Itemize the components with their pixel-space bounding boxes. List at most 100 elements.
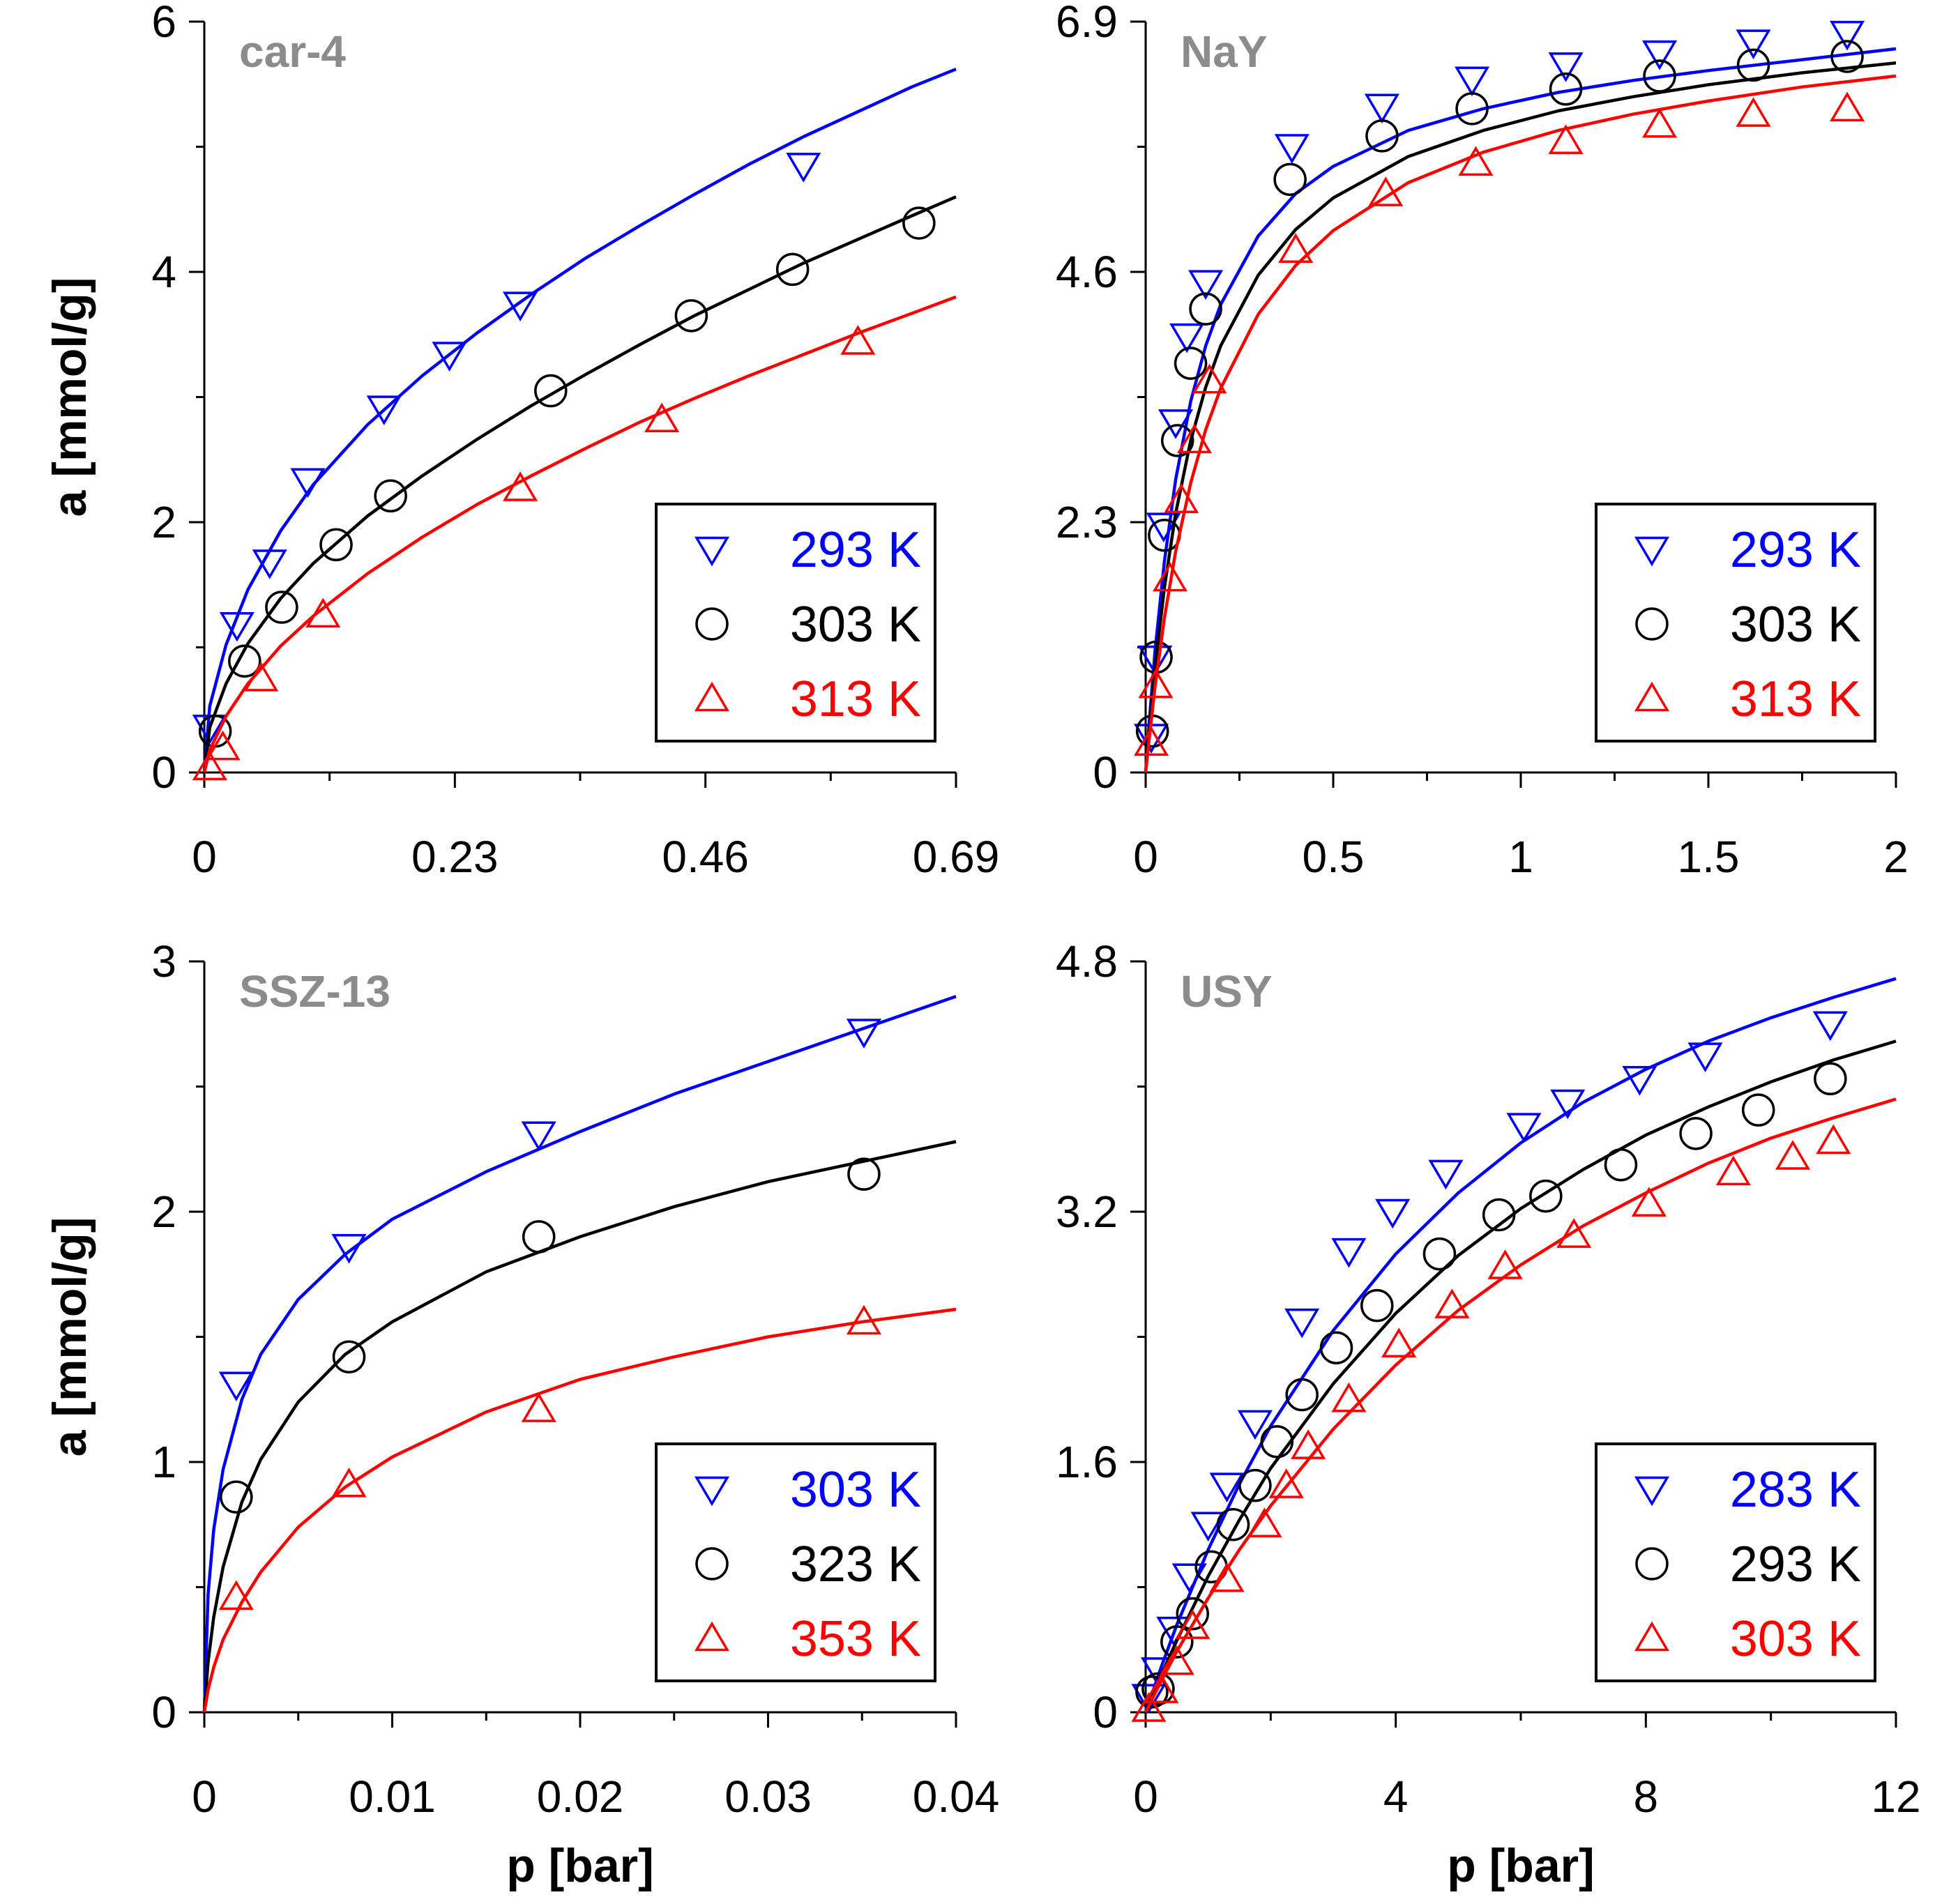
- data-point-triangle-up: [1175, 1609, 1211, 1639]
- data-point-triangle-down: [1209, 1472, 1245, 1503]
- y-tick-label: 6.9: [1056, 0, 1118, 47]
- data-point-circle: [1482, 1198, 1516, 1232]
- data-point-triangle-down: [1548, 52, 1584, 82]
- data-point-circle: [332, 1340, 366, 1373]
- data-point-triangle-down: [1284, 1308, 1320, 1339]
- panel-title: car-4: [239, 26, 346, 77]
- legend-label: 313 K: [790, 671, 921, 727]
- y-tick-label: 2: [151, 497, 176, 547]
- data-point-triangle-up: [1131, 1692, 1167, 1722]
- legend-label: 303 K: [790, 597, 921, 653]
- data-point-triangle-down: [1642, 40, 1678, 70]
- data-point-triangle-up: [1816, 1124, 1851, 1155]
- data-point-circle: [1176, 1597, 1209, 1631]
- data-point-circle: [1736, 48, 1770, 82]
- fit-curve: [202, 68, 957, 773]
- x-tick-label: 0.02: [537, 1772, 624, 1822]
- data-point-triangle-down: [694, 1476, 730, 1507]
- legend-label: 303 K: [1730, 597, 1861, 653]
- data-point-triangle-up: [331, 1467, 367, 1498]
- data-point-triangle-down: [1736, 29, 1771, 60]
- data-point-triangle-down: [432, 342, 467, 372]
- data-point-triangle-up: [1268, 1468, 1304, 1498]
- data-point-circle: [1360, 1288, 1394, 1323]
- fit-curve: [202, 195, 957, 773]
- data-point-triangle-up: [1556, 1218, 1592, 1248]
- panel-ssz-13: 0 1 2 3 0 0.01 0.02 0.03 0.04 a [mmol/g] p [bar] SS…: [43, 936, 999, 1892]
- data-point-triangle-down: [331, 1234, 367, 1264]
- data-point-circle: [1814, 1062, 1847, 1096]
- data-point-triangle-down: [219, 611, 255, 642]
- data-point-triangle-up: [1487, 1249, 1523, 1279]
- data-point-circle: [1141, 1672, 1175, 1706]
- data-point-triangle-up: [694, 681, 730, 712]
- legend-label: 353 K: [790, 1611, 921, 1667]
- data-point-circle: [522, 1220, 556, 1254]
- data-point-triangle-up: [1715, 1155, 1751, 1186]
- x-tick-label: 0.46: [662, 832, 749, 882]
- data-point-triangle-up: [1138, 668, 1174, 699]
- data-point-triangle-up: [1209, 1562, 1245, 1592]
- data-point-circle: [374, 479, 407, 513]
- y-tick-label: 4: [151, 247, 176, 297]
- data-point-triangle-up: [1152, 561, 1188, 592]
- data-point-triangle-up: [1134, 726, 1169, 756]
- data-point-triangle-down: [1812, 1011, 1848, 1042]
- data-point-triangle-up: [840, 325, 876, 355]
- data-point-circle: [1148, 518, 1181, 552]
- data-point-triangle-down: [1634, 1476, 1670, 1507]
- data-point-circle: [1529, 1179, 1563, 1213]
- data-point-triangle-down: [1550, 1089, 1586, 1120]
- data-point-triangle-up: [1159, 1645, 1194, 1675]
- data-point-triangle-up: [1368, 176, 1404, 206]
- data-point-triangle-down: [1375, 1198, 1411, 1229]
- x-tick-label: 0: [192, 832, 217, 882]
- data-point-circle: [902, 206, 936, 240]
- data-point-circle: [847, 1157, 881, 1191]
- fit-curve: [202, 1307, 957, 1713]
- data-point-triangle-down: [1169, 323, 1205, 353]
- data-point-circle: [534, 374, 568, 408]
- x-tick-label: 12: [1871, 1772, 1920, 1822]
- x-tick-label: 0.04: [913, 1772, 1000, 1822]
- data-point-triangle-up: [192, 750, 227, 781]
- x-tick-label: 0: [192, 1772, 217, 1822]
- x-tick-label: 0: [1133, 1772, 1158, 1822]
- legend-label: 293 K: [790, 522, 921, 578]
- data-point-circle: [265, 591, 298, 624]
- x-tick-label: 0.5: [1303, 832, 1365, 882]
- x-tick-label: 1.5: [1678, 832, 1740, 882]
- data-point-triangle-down: [521, 1121, 556, 1152]
- data-point-circle: [695, 607, 729, 641]
- data-point-triangle-down: [1131, 1684, 1167, 1714]
- data-point-triangle-down: [1158, 409, 1194, 439]
- data-point-circle: [1549, 73, 1583, 106]
- y-tick-label: 0: [151, 747, 176, 798]
- y-tick-label: 0: [1093, 747, 1118, 798]
- data-point-triangle-up: [1830, 91, 1865, 122]
- data-point-triangle-up: [1278, 233, 1314, 264]
- data-point-triangle-up: [694, 1621, 730, 1652]
- data-point-triangle-up: [243, 662, 279, 692]
- data-point-triangle-up: [1634, 1621, 1670, 1652]
- data-point-triangle-up: [1247, 1507, 1282, 1537]
- data-point-triangle-down: [1331, 1237, 1367, 1268]
- data-point-circle: [319, 528, 353, 562]
- data-point-triangle-down: [846, 1019, 882, 1049]
- x-tick-label: 0: [1133, 832, 1158, 882]
- y-tick-label: 6: [151, 0, 176, 47]
- data-point-circle: [1365, 119, 1399, 153]
- y-tick-label: 0: [151, 1687, 176, 1737]
- data-point-triangle-down: [1190, 1511, 1226, 1542]
- data-point-triangle-down: [1274, 134, 1310, 164]
- fit-curve: [1144, 74, 1897, 773]
- data-point-circle: [1422, 1237, 1457, 1271]
- data-point-triangle-up: [205, 730, 241, 761]
- data-point-circle: [1216, 1508, 1250, 1541]
- x-tick-label: 4: [1383, 1772, 1409, 1822]
- data-point-triangle-up: [1736, 97, 1771, 127]
- legend-label: 323 K: [790, 1537, 921, 1592]
- data-point-triangle-down: [1622, 1066, 1657, 1096]
- y-tick-label: 4.6: [1056, 247, 1118, 297]
- data-point-circle: [228, 644, 261, 678]
